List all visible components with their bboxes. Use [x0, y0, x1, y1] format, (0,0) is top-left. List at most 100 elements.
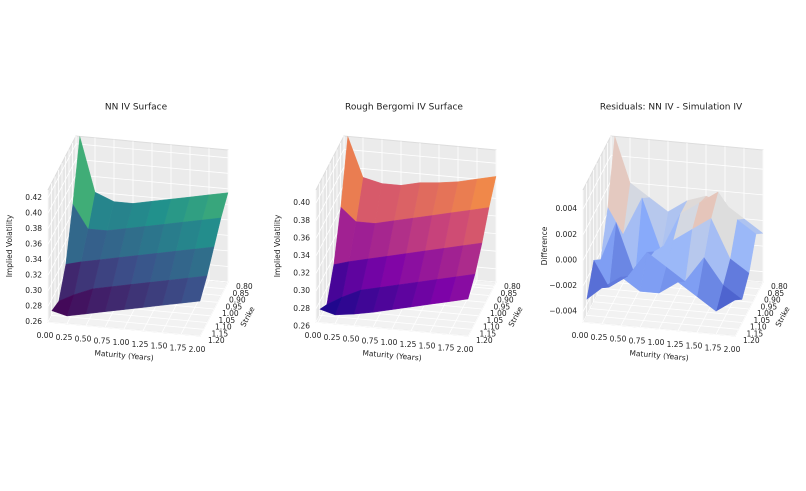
- z-tick-label: 0.32: [293, 269, 310, 278]
- z-tick-label: 0.28: [25, 301, 42, 310]
- z-tick-label: 0.36: [293, 233, 310, 242]
- y-tick-label: 1.05: [754, 316, 771, 325]
- z-tick-label: −0.002: [549, 281, 577, 290]
- grid-line: [582, 190, 736, 337]
- z-tick-label: 0.36: [25, 239, 42, 248]
- x-tick-label: 1.50: [419, 342, 436, 351]
- y-tick-label: 1.00: [490, 309, 507, 318]
- x-tick-label: 1.50: [686, 342, 703, 351]
- z-tick-label: 0.000: [556, 255, 578, 264]
- x-tick-label: 1.75: [170, 343, 187, 352]
- x-tick-label: 2.00: [189, 345, 206, 354]
- y-tick-label: 0.95: [494, 302, 511, 311]
- x-tick-label: 0.25: [56, 333, 73, 342]
- y-tick-label: 1.15: [480, 329, 497, 338]
- z-tick-label: 0.38: [293, 216, 310, 225]
- x-axis-label: Maturity (Years): [362, 348, 422, 362]
- z-tick-label: 0.40: [293, 198, 310, 207]
- grid-line: [596, 163, 750, 310]
- x-tick-label: 1.50: [151, 342, 168, 351]
- z-tick-label: 0.32: [25, 270, 42, 279]
- y-tick-label: 0.85: [501, 289, 518, 298]
- z-tick-label: −0.004: [549, 307, 577, 316]
- x-axis-label: Maturity (Years): [94, 348, 154, 362]
- z-tick-label: 0.30: [25, 286, 42, 295]
- x-tick-label: 1.75: [705, 343, 722, 352]
- y-tick-label: 1.10: [215, 323, 232, 332]
- grid-line: [47, 143, 229, 198]
- z-tick-label: 0.40: [25, 208, 42, 217]
- y-tick-label: 1.05: [219, 316, 236, 325]
- x-tick-label: 0.75: [362, 336, 379, 345]
- z-tick-label: 0.26: [293, 321, 310, 330]
- surface-patch: [51, 294, 75, 317]
- x-tick-label: 1.25: [667, 340, 684, 349]
- y-tick-label: 1.00: [757, 309, 774, 318]
- z-tick-label: 0.002: [556, 230, 578, 239]
- x-tick-label: 0.00: [305, 331, 322, 340]
- y-tick-label: 1.00: [222, 309, 239, 318]
- y-tick-label: 0.80: [504, 282, 521, 291]
- x-tick-label: 0.00: [37, 331, 54, 340]
- grid-line: [315, 190, 469, 337]
- x-tick-label: 0.25: [591, 333, 608, 342]
- z-tick-label: 0.004: [556, 204, 578, 213]
- z-tick-label: 0.38: [25, 224, 42, 233]
- y-tick-label: 1.20: [743, 336, 760, 345]
- grid-line: [315, 148, 497, 204]
- y-tick-label: 0.90: [497, 296, 514, 305]
- surface-patch: [319, 296, 343, 316]
- x-tick-label: 2.00: [457, 345, 474, 354]
- grid-line: [589, 176, 743, 323]
- x-tick-label: 1.00: [648, 338, 665, 347]
- y-tick-label: 0.85: [768, 289, 785, 298]
- z-axis-label: Implied Volatility: [5, 214, 14, 277]
- x-tick-label: 1.25: [400, 340, 417, 349]
- y-tick-label: 0.80: [236, 282, 253, 291]
- x-tick-label: 0.75: [94, 336, 111, 345]
- surface-patch: [586, 259, 610, 300]
- z-tick-label: 0.28: [293, 304, 310, 313]
- x-tick-label: 1.25: [132, 340, 149, 349]
- y-tick-label: 1.05: [487, 316, 504, 325]
- x-tick-label: 2.00: [724, 345, 741, 354]
- z-tick-label: 0.34: [25, 255, 42, 264]
- z-tick-label: 0.30: [293, 286, 310, 295]
- z-axis-label: Difference: [540, 226, 549, 265]
- y-tick-label: 0.90: [764, 296, 781, 305]
- x-tick-label: 1.00: [113, 338, 130, 347]
- x-tick-label: 1.75: [438, 343, 455, 352]
- z-tick-label: 0.42: [25, 193, 42, 202]
- y-tick-label: 0.80: [771, 282, 788, 291]
- x-tick-label: 0.00: [572, 331, 589, 340]
- z-axis-label: Implied Volatility: [273, 214, 282, 277]
- grid-line: [326, 169, 479, 317]
- chart-title: NN IV Surface: [105, 103, 168, 113]
- chart-title: Rough Bergomi IV Surface: [345, 103, 463, 113]
- y-tick-label: 1.20: [476, 336, 493, 345]
- x-axis-label: Maturity (Years): [629, 348, 689, 362]
- y-tick-label: 0.90: [229, 296, 246, 305]
- x-tick-label: 0.75: [629, 336, 646, 345]
- x-tick-label: 1.00: [381, 338, 398, 347]
- y-tick-label: 1.10: [750, 323, 767, 332]
- y-tick-label: 0.95: [761, 302, 778, 311]
- y-tick-label: 1.10: [483, 323, 500, 332]
- x-tick-label: 0.50: [343, 335, 360, 344]
- x-tick-label: 0.25: [324, 333, 341, 342]
- x-tick-label: 0.50: [75, 335, 92, 344]
- grid-line: [582, 154, 764, 210]
- z-tick-label: 0.34: [293, 251, 310, 260]
- chart-title: Residuals: NN IV - Simulation IV: [600, 103, 743, 113]
- grid-line: [47, 158, 229, 214]
- y-tick-label: 0.85: [233, 289, 250, 298]
- grid-line: [319, 183, 472, 330]
- y-tick-label: 0.95: [226, 302, 243, 311]
- grid-line: [315, 166, 497, 221]
- z-tick-label: 0.26: [25, 317, 42, 326]
- y-tick-label: 1.20: [208, 336, 225, 345]
- y-tick-label: 1.15: [212, 329, 229, 338]
- x-tick-label: 0.50: [610, 335, 627, 344]
- y-tick-label: 1.15: [747, 329, 764, 338]
